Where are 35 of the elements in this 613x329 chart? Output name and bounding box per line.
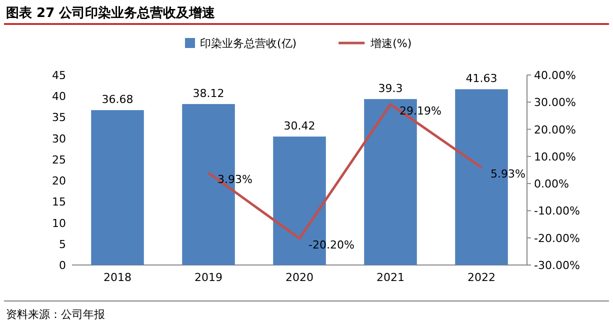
y-tick-label: 25 bbox=[52, 153, 66, 166]
data-label: 36.68 bbox=[102, 93, 134, 106]
y2-tick-label: 10.00% bbox=[534, 150, 576, 164]
y2-tick-label: -10.00% bbox=[534, 204, 580, 218]
x-tick-label: 2021 bbox=[376, 271, 404, 284]
x-tick-label: 2018 bbox=[104, 271, 132, 284]
legend-label: 增速(%) bbox=[370, 37, 412, 50]
legend-label: 印染业务总营收(亿) bbox=[200, 37, 297, 50]
chart-title: 图表 27 公司印染业务总营收及增速 bbox=[6, 5, 216, 21]
y-tick-label: 0 bbox=[59, 259, 66, 272]
x-tick-label: 2020 bbox=[286, 271, 314, 284]
y-tick-label: 40 bbox=[52, 90, 66, 104]
y2-tick-label: -20.00% bbox=[534, 232, 580, 245]
line-series bbox=[207, 103, 483, 240]
data-label: 30.42 bbox=[284, 120, 316, 133]
data-label: 39.3 bbox=[378, 82, 403, 96]
data-label: 5.93% bbox=[490, 167, 526, 180]
y-tick-label: 20 bbox=[52, 174, 66, 188]
y2-tick-label: 20.00% bbox=[534, 123, 576, 136]
bar bbox=[91, 110, 144, 265]
text: 资料来源：公司年报 bbox=[6, 308, 105, 321]
data-label: 38.12 bbox=[192, 87, 224, 100]
y2-tick-label: -30.00% bbox=[534, 259, 580, 272]
data-label: 41.63 bbox=[466, 72, 498, 86]
y2-tick-label: 0.00% bbox=[534, 178, 569, 191]
y-tick-label: 5 bbox=[59, 238, 66, 251]
y-tick-label: 35 bbox=[52, 111, 66, 124]
x-tick-label: 2022 bbox=[468, 271, 496, 284]
y-tick-label: 10 bbox=[52, 216, 66, 230]
y-tick-label: 15 bbox=[52, 196, 66, 209]
y2-tick-label: 40.00% bbox=[534, 69, 576, 82]
y-tick-label: 30 bbox=[52, 132, 66, 146]
y-tick-label: 45 bbox=[52, 69, 66, 82]
x-tick-label: 2019 bbox=[194, 271, 222, 284]
y2-tick-label: 30.00% bbox=[534, 96, 576, 110]
